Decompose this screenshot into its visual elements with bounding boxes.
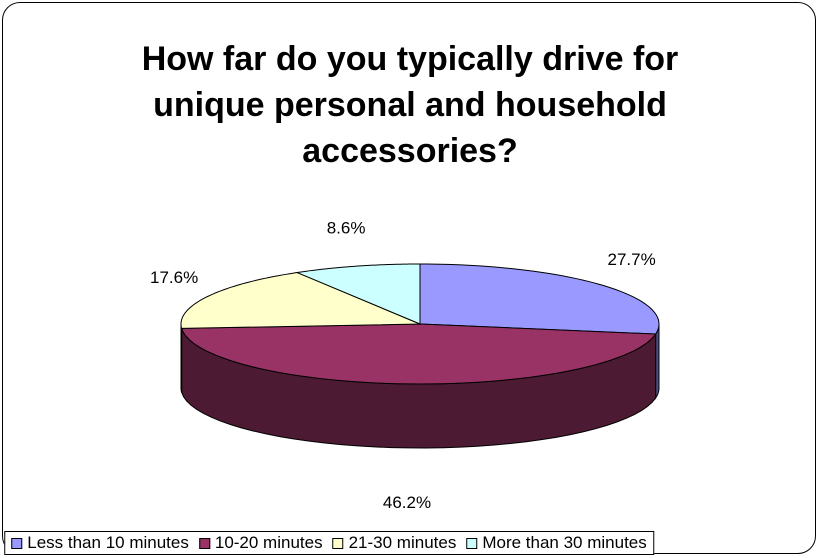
legend-label: Less than 10 minutes xyxy=(27,533,189,552)
legend-label: More than 30 minutes xyxy=(482,533,647,552)
pie-data-label: 17.6% xyxy=(150,268,198,287)
legend-box: Less than 10 minutes 10-20 minutes 21-30 m… xyxy=(4,531,654,555)
pie-data-label: 8.6% xyxy=(327,219,366,238)
legend-swatch xyxy=(198,537,210,549)
legend-swatch xyxy=(11,537,23,549)
legend-item: 21-30 minutes xyxy=(332,533,457,553)
legend-label: 10-20 minutes xyxy=(214,533,323,552)
legend-item: 10-20 minutes xyxy=(198,533,323,553)
pie-slice-side xyxy=(655,324,660,400)
legend-item: Less than 10 minutes xyxy=(11,533,189,553)
legend-swatch xyxy=(466,537,478,549)
pie-sides xyxy=(180,324,660,449)
pie-data-label: 46.2% xyxy=(383,493,431,512)
legend-label: 21-30 minutes xyxy=(348,533,457,552)
chart-title: How far do you typically drive for uniqu… xyxy=(0,36,820,174)
pie-slice xyxy=(180,272,421,329)
chart-title-line: unique personal and household xyxy=(153,86,667,124)
pie-slice xyxy=(295,263,421,325)
legend-swatch xyxy=(332,537,344,549)
data-labels: 27.7% 46.2% 17.6% 8.6% xyxy=(150,219,656,512)
pie-slice-side xyxy=(180,324,183,393)
chart-title-line: How far do you typically drive for xyxy=(141,40,679,78)
pie-tops xyxy=(180,263,660,385)
chart-title-line: accessories? xyxy=(302,132,518,170)
pie-data-label: 27.7% xyxy=(607,250,655,269)
pie-slice xyxy=(419,263,660,335)
legend-item: More than 30 minutes xyxy=(466,533,647,553)
pie-slice xyxy=(180,323,657,385)
